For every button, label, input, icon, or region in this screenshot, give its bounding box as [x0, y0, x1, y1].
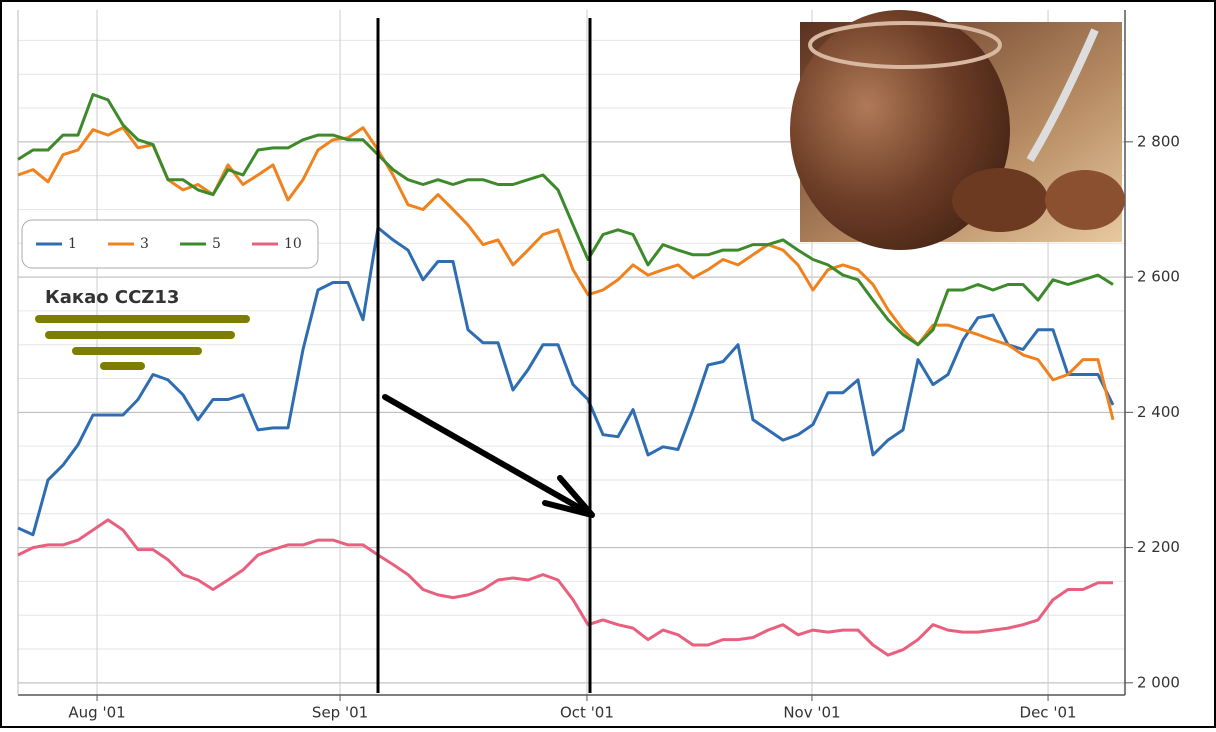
legend-label: 3 [140, 236, 149, 252]
y-tick-label: 2 800 [1137, 132, 1180, 150]
series-line [17, 126, 1115, 421]
legend: 1 3 5 10 [21, 219, 319, 269]
arrow [382, 394, 595, 518]
series-line [17, 93, 1114, 347]
legend-box [21, 219, 319, 269]
x-tick-label: Sep '01 [312, 704, 368, 722]
series-line [17, 226, 1115, 537]
series-line [17, 518, 1113, 657]
legend-label: 1 [68, 236, 77, 252]
legend-label: 5 [212, 236, 221, 252]
series-lines [17, 93, 1115, 657]
legend-label: 10 [284, 236, 302, 252]
annotation: Какао CCZ13 [45, 287, 179, 308]
x-tick-label: Dec '01 [1020, 704, 1077, 722]
decor-bars [35, 315, 250, 370]
y-tick-label: 2 400 [1137, 403, 1180, 421]
x-tick-label: Aug '01 [68, 704, 125, 722]
x-tick-label: Nov '01 [783, 704, 840, 722]
y-tick-label: 2 000 [1137, 673, 1180, 691]
x-tick-label: Oct '01 [560, 704, 614, 722]
y-tick-label: 2 600 [1137, 268, 1180, 286]
y-tick-label: 2 200 [1137, 538, 1180, 556]
photo [790, 10, 1125, 250]
